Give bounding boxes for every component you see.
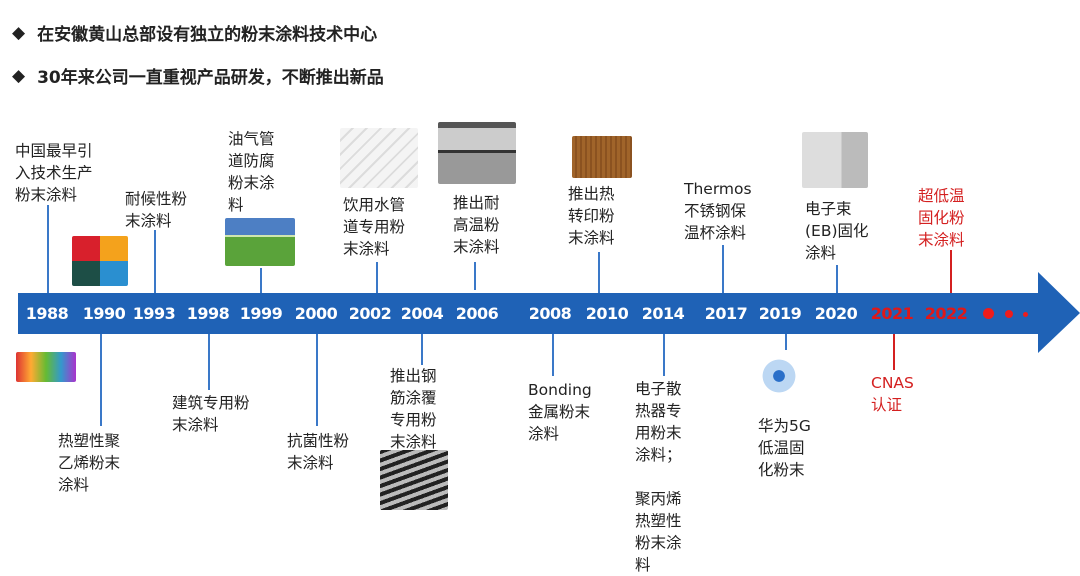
year-2006: 2006 bbox=[455, 304, 499, 323]
year-2021: 2021 bbox=[870, 304, 914, 323]
event-2017: Thermos 不锈钢保 温杯涂料 bbox=[684, 180, 752, 242]
connector bbox=[663, 334, 665, 376]
connector bbox=[154, 230, 156, 293]
event-2002: 饮用水管 道专用粉 末涂料 bbox=[343, 196, 406, 258]
event-1998: 建筑专用粉 末涂料 bbox=[172, 394, 250, 434]
year-2010: 2010 bbox=[585, 304, 629, 323]
diamond-icon: ◆ bbox=[12, 22, 26, 43]
bullet-2: ◆ 30年来公司一直重视产品研发，不断推出新品 bbox=[12, 63, 384, 89]
colorful-logo-image bbox=[72, 236, 128, 286]
year-1990: 1990 bbox=[82, 304, 126, 323]
year-1999: 1999 bbox=[239, 304, 283, 323]
connector bbox=[421, 334, 423, 365]
bullet-text: 在安徽黄山总部设有独立的粉末涂料技术中心 bbox=[37, 25, 378, 45]
year-2022: 2022 bbox=[924, 304, 968, 323]
year-1988: 1988 bbox=[25, 304, 69, 323]
continuation-dot bbox=[1005, 310, 1013, 318]
event-2010: 推出热 转印粉 末涂料 bbox=[568, 185, 615, 247]
event-1999: 油气管 道防腐 粉末涂 料 bbox=[228, 130, 275, 214]
year-2017: 2017 bbox=[704, 304, 748, 323]
connector bbox=[260, 268, 262, 293]
connector bbox=[722, 245, 724, 293]
connector bbox=[100, 334, 102, 426]
event-1990: 热塑性聚 乙烯粉末 涂料 bbox=[58, 432, 121, 494]
event-2022: 超低温 固化粉 末涂料 bbox=[918, 187, 965, 249]
connector bbox=[47, 205, 49, 293]
connector bbox=[785, 334, 787, 350]
connector bbox=[893, 334, 895, 370]
event-1993: 耐候性粉 末涂料 bbox=[125, 190, 188, 230]
continuation-dot bbox=[983, 308, 994, 319]
event-2000: 抗菌性粉 末涂料 bbox=[287, 432, 350, 472]
grill-image bbox=[438, 122, 516, 184]
year-2020: 2020 bbox=[814, 304, 858, 323]
event-2006: 推出耐 高温粉 末涂料 bbox=[453, 194, 500, 256]
network-image bbox=[748, 350, 810, 402]
year-2002: 2002 bbox=[348, 304, 392, 323]
event-2020: 电子束 (EB)固化 涂料 bbox=[805, 200, 869, 262]
white-pipes-image bbox=[340, 128, 418, 188]
powder-piles-image bbox=[16, 352, 76, 382]
connector bbox=[376, 262, 378, 293]
continuation-dot bbox=[1023, 312, 1028, 317]
connector bbox=[552, 334, 554, 376]
year-2014: 2014 bbox=[641, 304, 685, 323]
event-2014: 电子散 热器专 用粉末 涂料； 聚丙烯 热塑性 粉末涂 料 bbox=[635, 380, 682, 574]
diamond-icon: ◆ bbox=[12, 65, 26, 86]
connector bbox=[316, 334, 318, 426]
eb-machine-image bbox=[802, 132, 868, 188]
year-2008: 2008 bbox=[528, 304, 572, 323]
event-2019: 华为5G 低温固 化粉末 bbox=[758, 417, 811, 479]
year-2019: 2019 bbox=[758, 304, 802, 323]
year-2000: 2000 bbox=[294, 304, 338, 323]
year-1993: 1993 bbox=[132, 304, 176, 323]
rebar-image bbox=[380, 450, 448, 510]
event-2021: CNAS 认证 bbox=[871, 374, 914, 414]
bullet-1: ◆ 在安徽黄山总部设有独立的粉末涂料技术中心 bbox=[12, 20, 378, 46]
connector bbox=[598, 252, 600, 293]
wood-grain-image bbox=[572, 136, 632, 178]
event-2004: 推出钢 筋涂覆 专用粉 末涂料 bbox=[390, 367, 437, 451]
event-1988: 中国最早引 入技术生产 粉末涂料 bbox=[15, 142, 93, 204]
year-2004: 2004 bbox=[400, 304, 444, 323]
connector bbox=[208, 334, 210, 390]
connector bbox=[950, 250, 952, 293]
event-2008: Bonding 金属粉末 涂料 bbox=[528, 381, 592, 443]
pipeline-image bbox=[225, 218, 295, 266]
year-1998: 1998 bbox=[186, 304, 230, 323]
connector bbox=[474, 262, 476, 290]
connector bbox=[836, 265, 838, 293]
bullet-text: 30年来公司一直重视产品研发，不断推出新品 bbox=[37, 68, 384, 88]
